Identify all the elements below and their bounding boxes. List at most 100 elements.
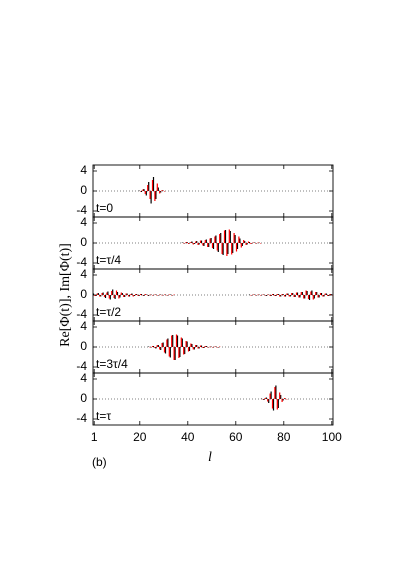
bar: [262, 399, 264, 400]
bar: [157, 295, 159, 296]
bar: [180, 337, 182, 347]
bar: [307, 295, 310, 299]
bar: [276, 399, 278, 410]
bar: [257, 242, 259, 243]
bar: [222, 243, 224, 255]
bar: [172, 295, 174, 296]
panel-frame: [92, 372, 334, 426]
bar: [197, 243, 199, 245]
bar: [127, 295, 130, 297]
bar: [168, 347, 170, 357]
bar: [286, 293, 288, 295]
bar: [232, 243, 234, 253]
bar: [138, 295, 140, 296]
bar: [195, 241, 197, 243]
bar: [196, 241, 198, 243]
bar: [151, 346, 154, 347]
bar: [259, 243, 262, 244]
bar: [264, 295, 266, 296]
bar: [320, 293, 323, 295]
bar: [209, 346, 211, 347]
annotation: t=0: [96, 201, 113, 215]
bar: [296, 292, 299, 295]
bar: [103, 295, 106, 297]
bar: [101, 293, 103, 295]
bar: [96, 293, 98, 295]
bar: [313, 295, 315, 299]
bar: [202, 243, 204, 246]
bar: [208, 243, 210, 247]
bar: [106, 292, 108, 295]
bar: [293, 295, 295, 297]
bar: [140, 294, 143, 295]
bar: [240, 243, 242, 248]
bar: [116, 292, 119, 295]
bar: [159, 191, 161, 194]
bar: [191, 241, 193, 243]
bar: [212, 347, 215, 348]
bar: [258, 242, 260, 243]
bar: [192, 243, 194, 245]
bar: [260, 295, 263, 296]
bar: [251, 295, 253, 296]
bar: [327, 295, 329, 296]
bar: [171, 295, 173, 296]
bar: [173, 347, 175, 360]
bar: [220, 233, 222, 243]
bar: [248, 242, 251, 243]
bar: [325, 293, 327, 295]
bar: [310, 291, 312, 295]
bar: [157, 345, 159, 347]
bar: [227, 243, 229, 254]
bar: [161, 190, 163, 191]
x-tick-label: 60: [229, 430, 243, 444]
bar: [157, 187, 159, 191]
bar: [267, 294, 269, 295]
bar: [185, 242, 187, 243]
bar: [152, 346, 155, 347]
bar: [329, 294, 331, 295]
bar: [147, 185, 149, 191]
bar: [164, 347, 167, 354]
bar: [111, 291, 113, 295]
bar: [263, 294, 265, 295]
bar: [92, 293, 95, 295]
bar: [252, 242, 254, 243]
bar: [256, 243, 258, 244]
bar: [204, 346, 206, 347]
bar: [315, 292, 317, 295]
bar: [319, 293, 322, 295]
bar: [139, 191, 142, 192]
bar: [216, 347, 218, 348]
bar: [176, 335, 179, 347]
y-tick-label: -4: [76, 307, 87, 321]
bar: [193, 243, 195, 244]
bar: [268, 294, 270, 295]
bar: [99, 295, 101, 297]
bar: [258, 294, 260, 295]
bar: [183, 243, 185, 244]
bar: [209, 238, 211, 243]
bar: [124, 295, 126, 297]
bar: [154, 347, 156, 348]
bar: [192, 347, 194, 350]
bar: [164, 294, 167, 295]
bar: [250, 295, 252, 296]
bar: [154, 191, 156, 201]
bar: [178, 347, 180, 358]
bar: [205, 346, 207, 347]
bar: [317, 295, 319, 298]
bar: [300, 292, 302, 295]
bar: [160, 347, 162, 350]
bar: [217, 347, 219, 348]
bar: [132, 295, 134, 297]
bar: [143, 295, 145, 296]
bar: [283, 398, 286, 399]
bar: [160, 294, 162, 295]
bar: [280, 295, 282, 297]
bar: [181, 242, 183, 243]
bar: [191, 344, 193, 347]
bar: [196, 345, 198, 347]
bar: [241, 243, 243, 246]
bar: [169, 347, 171, 358]
